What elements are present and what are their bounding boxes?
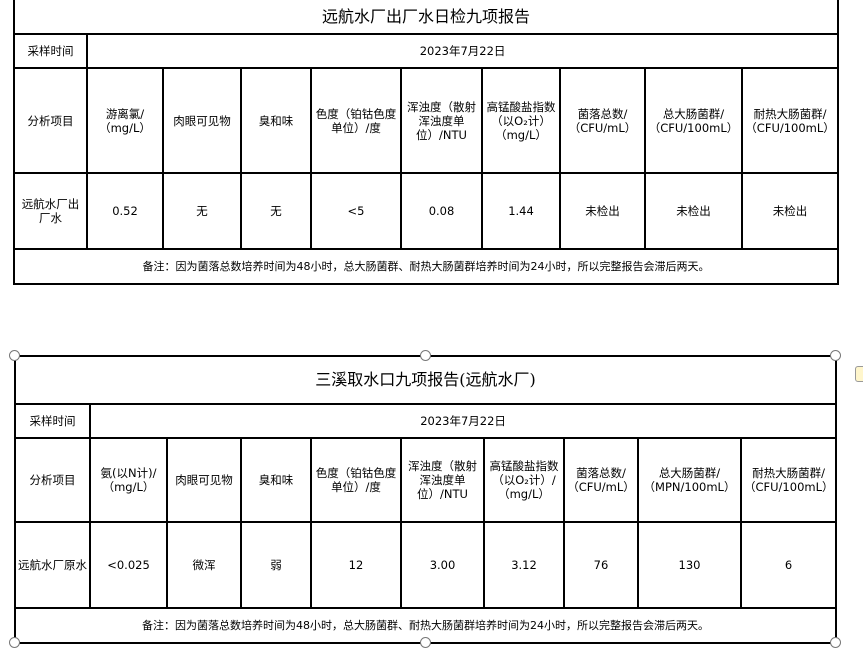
table-row: 远航水厂原水 <0.025 微浑 弱 12 3.00 3.12 76 130 6 xyxy=(14,521,838,609)
header-cell: 游离氯/（mg/L） xyxy=(86,67,164,174)
value-cell: 微浑 xyxy=(166,521,242,609)
table-row: 远航水厂出厂水 0.52 无 无 <5 0.08 1.44 未检出 未检出 未检… xyxy=(13,172,840,250)
header-cell: 色度（铂钴色度单位）/度 xyxy=(310,67,402,174)
note: 备注：因为菌落总数培养时间为48小时，总大肠菌群、耐热大肠菌群培养时间为24小时… xyxy=(12,248,840,285)
header-cell: 浑浊度（散射浑浊度单位）/NTU xyxy=(400,67,483,174)
value-cell: 0.08 xyxy=(400,172,483,250)
value-cell: 3.12 xyxy=(483,521,565,609)
header-cell: 色度（铂钴色度单位）/度 xyxy=(310,437,402,523)
value-cell: 无 xyxy=(240,172,312,250)
sampling-date: 2023年7月22日 xyxy=(85,33,840,69)
sample-name: 远航水厂出厂水 xyxy=(13,172,88,250)
value-cell: 6 xyxy=(739,521,838,609)
header-cell: 肉眼可见物 xyxy=(162,67,242,174)
value-cell: 3.00 xyxy=(400,521,485,609)
header-cell: 肉眼可见物 xyxy=(166,437,242,523)
header-cell: 高锰酸盐指数（以O₂计）/（mg/L） xyxy=(483,437,565,523)
value-cell: 12 xyxy=(310,521,402,609)
resize-handle-bottom-right[interactable] xyxy=(830,637,841,648)
sampling-label: 采样时间 xyxy=(14,403,91,439)
daily-report-table-1: 远航水厂出厂水日检九项报告 采样时间 2023年7月22日 分析项目 游离氯/（m… xyxy=(12,0,840,285)
header-cell: 菌落总数/（CFU/mL） xyxy=(563,437,639,523)
sampling-label: 采样时间 xyxy=(13,33,88,69)
header-cell: 总大肠菌群/（CFU/100mL） xyxy=(644,67,743,174)
sample-name: 远航水厂原水 xyxy=(14,521,91,609)
header-row: 分析项目 氨(以N计)/（mg/L） 肉眼可见物 臭和味 色度（铂钴色度单位）/… xyxy=(14,437,838,523)
value-cell: 无 xyxy=(162,172,242,250)
value-cell: 130 xyxy=(637,521,742,609)
table-title: 远航水厂出厂水日检九项报告 xyxy=(12,0,840,35)
resize-handle-top-right[interactable] xyxy=(830,350,841,361)
header-cell: 臭和味 xyxy=(240,67,312,174)
sampling-date: 2023年7月22日 xyxy=(88,403,838,439)
value-cell: <5 xyxy=(310,172,402,250)
resize-handle-bottom[interactable] xyxy=(420,637,431,648)
item-label: 分析项目 xyxy=(14,437,91,523)
value-cell: <0.025 xyxy=(89,521,168,609)
header-cell: 臭和味 xyxy=(240,437,312,523)
header-cell: 高锰酸盐指数（以O₂计）（mg/L） xyxy=(481,67,561,174)
header-cell: 总大肠菌群/（MPN/100mL） xyxy=(637,437,742,523)
item-label: 分析项目 xyxy=(13,67,88,174)
value-cell: 76 xyxy=(563,521,639,609)
header-cell: 菌落总数/（CFU/mL） xyxy=(559,67,646,174)
resize-handle-top-left[interactable] xyxy=(9,350,20,361)
resize-handle-bottom-left[interactable] xyxy=(9,637,20,648)
value-cell: 未检出 xyxy=(644,172,743,250)
header-row: 分析项目 游离氯/（mg/L） 肉眼可见物 臭和味 色度（铂钴色度单位）/度 浑… xyxy=(13,67,840,174)
value-cell: 1.44 xyxy=(481,172,561,250)
value-cell: 未检出 xyxy=(740,172,840,250)
layout-options-icon[interactable] xyxy=(855,366,863,382)
header-cell: 氨(以N计)/（mg/L） xyxy=(89,437,168,523)
resize-handle-top[interactable] xyxy=(420,350,431,361)
daily-report-table-2[interactable]: 三溪取水口九项报告(远航水厂) 采样时间 2023年7月22日 分析项目 氨(以N… xyxy=(13,355,838,644)
header-cell: 耐热大肠菌群/（CFU/100mL） xyxy=(739,437,838,523)
header-cell: 浑浊度（散射浑浊度单位）/NTU xyxy=(400,437,485,523)
header-cell: 耐热大肠菌群/（CFU/100mL） xyxy=(740,67,840,174)
table-title: 三溪取水口九项报告(远航水厂) xyxy=(13,355,838,405)
value-cell: 弱 xyxy=(240,521,312,609)
value-cell: 未检出 xyxy=(559,172,646,250)
value-cell: 0.52 xyxy=(86,172,164,250)
